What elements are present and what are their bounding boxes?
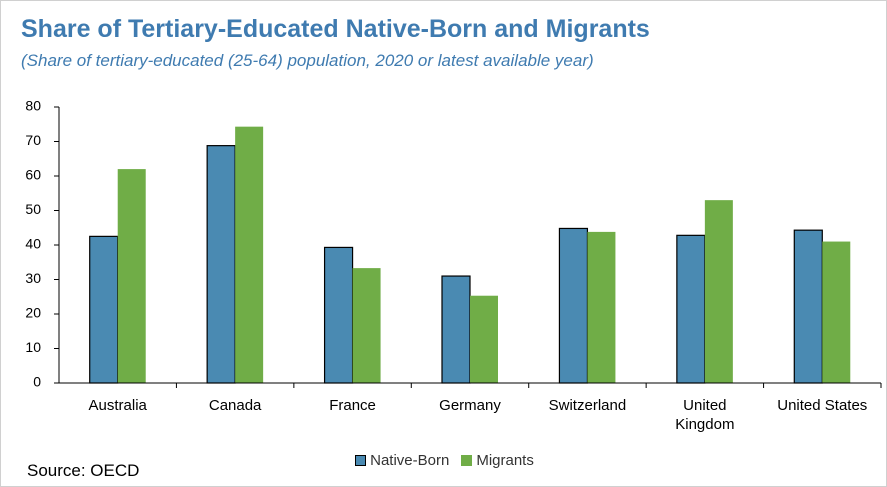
x-tick-label: Switzerland: [548, 397, 627, 414]
legend-item: Migrants: [461, 452, 534, 469]
bar: [352, 268, 381, 383]
bar: [323, 246, 354, 384]
bar: [206, 145, 236, 384]
legend: Native-Born Migrants: [1, 452, 886, 470]
legend-swatch: [461, 455, 473, 466]
y-tick-label: 30: [25, 270, 41, 286]
chart-subtitle: (Share of tertiary-educated (25-64) popu…: [21, 51, 594, 70]
y-tick-label: 0: [33, 374, 41, 390]
bar: [676, 234, 706, 384]
bar: [822, 241, 851, 383]
x-tick-label: United States: [777, 397, 868, 414]
y-tick-label: 10: [25, 339, 41, 355]
y-tick-label: 50: [25, 201, 41, 217]
bar: [89, 235, 119, 384]
x-tick-label: France: [329, 397, 376, 414]
bar: [235, 126, 264, 383]
bar: [470, 295, 498, 383]
legend-item: Native-Born: [355, 452, 449, 469]
bar: [793, 229, 823, 384]
bar: [117, 169, 146, 383]
bar: [704, 200, 733, 383]
bar: [558, 227, 589, 384]
y-tick-label: 80: [25, 98, 41, 114]
y-tick-label: 70: [25, 132, 41, 148]
bar: [441, 275, 471, 384]
x-tick-label: Canada: [208, 397, 262, 414]
chart-title: Share of Tertiary-Educated Native-Born a…: [21, 15, 650, 43]
x-tick-label: United Kingdom: [675, 397, 735, 433]
x-tick-label: Germany: [439, 397, 501, 414]
legend-label: Migrants: [476, 452, 534, 469]
bar: [587, 231, 616, 383]
source: Source: OECD: [27, 461, 140, 480]
legend-label: Native-Born: [370, 452, 450, 469]
y-tick-label: 20: [25, 305, 41, 321]
x-tick-label: Australia: [88, 397, 147, 414]
legend-swatch: [355, 455, 367, 466]
y-tick-label: 40: [25, 236, 41, 252]
y-tick-label: 60: [25, 167, 41, 183]
